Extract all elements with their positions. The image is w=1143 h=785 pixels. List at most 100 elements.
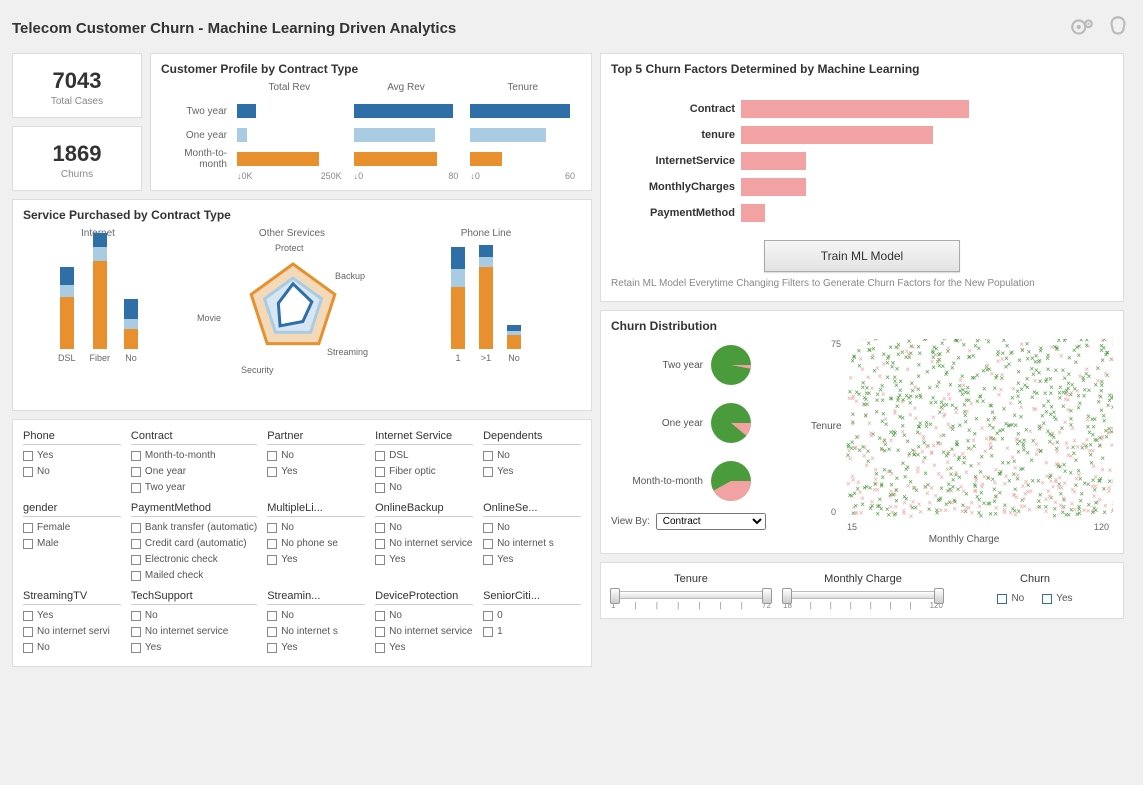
checkbox-icon[interactable] bbox=[483, 467, 493, 477]
filter-option[interactable]: Credit card (automatic) bbox=[131, 536, 257, 552]
checkbox-icon[interactable] bbox=[267, 451, 277, 461]
filter-option[interactable]: DSL bbox=[375, 448, 473, 464]
checkbox-icon[interactable] bbox=[375, 483, 385, 493]
filter-option[interactable]: No bbox=[267, 520, 365, 536]
checkbox-icon[interactable] bbox=[131, 451, 141, 461]
filter-option[interactable]: Electronic check bbox=[131, 552, 257, 568]
checkbox-icon[interactable] bbox=[23, 523, 33, 533]
filter-option[interactable]: No phone se bbox=[267, 536, 365, 552]
column-title: Phone Line bbox=[461, 228, 512, 239]
checkbox-icon[interactable] bbox=[267, 539, 277, 549]
filter-option[interactable]: Yes bbox=[375, 640, 473, 656]
filter-option[interactable]: Mailed check bbox=[131, 568, 257, 584]
filter-option[interactable]: No bbox=[483, 448, 581, 464]
checkbox-icon[interactable] bbox=[375, 643, 385, 653]
checkbox-icon[interactable] bbox=[483, 539, 493, 549]
checkbox-icon[interactable] bbox=[23, 451, 33, 461]
checkbox-icon[interactable] bbox=[267, 523, 277, 533]
filter-option[interactable]: No bbox=[375, 520, 473, 536]
filter-option[interactable]: Fiber optic bbox=[375, 464, 473, 480]
checkbox-icon[interactable] bbox=[483, 523, 493, 533]
filter-option[interactable]: Yes bbox=[131, 640, 257, 656]
checkbox-icon[interactable] bbox=[23, 643, 33, 653]
filter-option[interactable]: Yes bbox=[267, 464, 365, 480]
checkbox-icon[interactable] bbox=[375, 451, 385, 461]
filter-option[interactable]: Bank transfer (automatic) bbox=[131, 520, 257, 536]
checkbox-icon[interactable] bbox=[375, 523, 385, 533]
filter-block: OnlineBackupNoNo internet serviceYes bbox=[375, 502, 473, 584]
checkbox-icon[interactable] bbox=[267, 467, 277, 477]
filter-option[interactable]: No bbox=[375, 608, 473, 624]
filter-option[interactable]: Two year bbox=[131, 480, 257, 496]
filter-option[interactable]: No bbox=[267, 448, 365, 464]
checkbox-icon[interactable] bbox=[375, 555, 385, 565]
gear-brain-icon[interactable] bbox=[1069, 14, 1095, 43]
filter-option[interactable]: 0 bbox=[483, 608, 581, 624]
filter-option[interactable]: Yes bbox=[267, 552, 365, 568]
filter-option[interactable]: Month-to-month bbox=[131, 448, 257, 464]
filter-option[interactable]: No internet s bbox=[267, 624, 365, 640]
train-ml-button[interactable]: Train ML Model bbox=[764, 240, 960, 272]
checkbox-icon[interactable] bbox=[375, 611, 385, 621]
filter-option[interactable]: Yes bbox=[23, 608, 121, 624]
filter-option[interactable]: Yes bbox=[267, 640, 365, 656]
checkbox-icon[interactable] bbox=[131, 523, 141, 533]
filter-option[interactable]: No bbox=[375, 480, 473, 496]
filter-option[interactable]: 1 bbox=[483, 624, 581, 640]
option-label: DSL bbox=[389, 448, 408, 464]
checkbox-icon[interactable] bbox=[23, 467, 33, 477]
filter-option[interactable]: Yes bbox=[375, 552, 473, 568]
viewby-select[interactable]: Contract bbox=[656, 513, 766, 530]
tenure-slider[interactable] bbox=[611, 591, 771, 599]
filter-option[interactable]: No bbox=[23, 640, 121, 656]
checkbox-icon[interactable] bbox=[131, 643, 141, 653]
filter-option[interactable]: No bbox=[131, 608, 257, 624]
filter-option[interactable]: Yes bbox=[23, 448, 121, 464]
svg-text:×: × bbox=[923, 469, 928, 478]
checkbox-icon[interactable] bbox=[375, 467, 385, 477]
filter-option[interactable]: Female bbox=[23, 520, 121, 536]
filter-title: MultipleLi... bbox=[267, 502, 365, 517]
filter-option[interactable]: Yes bbox=[483, 464, 581, 480]
checkbox-icon[interactable] bbox=[267, 611, 277, 621]
churn-checkbox-yes[interactable]: Yes bbox=[1042, 591, 1072, 607]
checkbox-icon[interactable] bbox=[131, 627, 141, 637]
checkbox-icon[interactable] bbox=[23, 627, 33, 637]
checkbox-icon[interactable] bbox=[483, 627, 493, 637]
filter-option[interactable]: No bbox=[483, 520, 581, 536]
svg-text:×: × bbox=[892, 373, 897, 382]
brain-icon[interactable] bbox=[1105, 14, 1131, 43]
checkbox-icon[interactable] bbox=[375, 627, 385, 637]
checkbox-icon[interactable] bbox=[23, 611, 33, 621]
filter-option[interactable]: No internet s bbox=[483, 536, 581, 552]
checkbox-icon[interactable] bbox=[131, 539, 141, 549]
filter-option[interactable]: Male bbox=[23, 536, 121, 552]
filter-option[interactable]: Yes bbox=[483, 552, 581, 568]
filter-option[interactable]: No internet service bbox=[375, 536, 473, 552]
filter-option[interactable]: One year bbox=[131, 464, 257, 480]
checkbox-icon[interactable] bbox=[23, 539, 33, 549]
checkbox-icon[interactable] bbox=[131, 483, 141, 493]
checkbox-icon[interactable] bbox=[131, 611, 141, 621]
checkbox-icon[interactable] bbox=[267, 555, 277, 565]
filter-option[interactable]: No internet servi bbox=[23, 624, 121, 640]
filter-option[interactable]: No internet service bbox=[131, 624, 257, 640]
svg-text:×: × bbox=[1000, 355, 1005, 364]
checkbox-icon[interactable] bbox=[483, 451, 493, 461]
churn-checkbox-no[interactable]: No bbox=[997, 591, 1024, 607]
svg-text:×: × bbox=[983, 447, 988, 456]
checkbox-icon[interactable] bbox=[131, 555, 141, 565]
slider-label: Monthly Charge bbox=[824, 573, 902, 585]
checkbox-icon[interactable] bbox=[131, 467, 141, 477]
checkbox-icon[interactable] bbox=[375, 539, 385, 549]
filter-option[interactable]: No bbox=[267, 608, 365, 624]
checkbox-icon[interactable] bbox=[131, 571, 141, 581]
checkbox-icon[interactable] bbox=[483, 555, 493, 565]
filter-option[interactable]: No internet service bbox=[375, 624, 473, 640]
checkbox-icon[interactable] bbox=[267, 627, 277, 637]
monthly-slider[interactable] bbox=[783, 591, 943, 599]
checkbox-icon[interactable] bbox=[483, 611, 493, 621]
checkbox-icon[interactable] bbox=[267, 643, 277, 653]
svg-text:×: × bbox=[1015, 475, 1020, 484]
filter-option[interactable]: No bbox=[23, 464, 121, 480]
